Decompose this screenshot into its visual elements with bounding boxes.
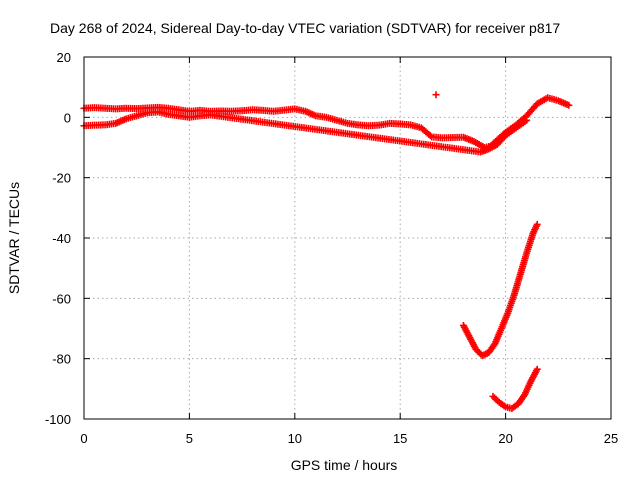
data-point-outlier [432, 91, 440, 99]
data-point-arc-2 [533, 365, 541, 373]
x-tick-label: 15 [393, 431, 407, 446]
data-point-lower-track [523, 116, 531, 124]
y-tick-label: 0 [64, 110, 71, 125]
chart-title: Day 268 of 2024, Sidereal Day-to-day VTE… [50, 20, 560, 36]
y-axis-ticks: -100 -80 -60 -40 -20 0 20 [45, 50, 611, 427]
y-tick-label: -100 [45, 412, 71, 427]
x-tick-label: 5 [186, 431, 193, 446]
data-marks [80, 91, 573, 412]
data-point-upper-track [426, 132, 434, 140]
y-tick-label: -80 [52, 352, 71, 367]
x-tick-label: 20 [498, 431, 512, 446]
x-tick-label: 10 [288, 431, 302, 446]
x-axis-ticks: 0 5 10 15 20 25 [80, 57, 618, 446]
data-point-upper-track [565, 101, 573, 109]
x-tick-label: 25 [604, 431, 618, 446]
x-axis-label: GPS time / hours [291, 457, 398, 473]
y-tick-label: -20 [52, 171, 71, 186]
x-tick-label: 0 [80, 431, 87, 446]
y-axis-label: SDTVAR / TECUs [6, 182, 22, 294]
y-tick-label: -40 [52, 231, 71, 246]
y-tick-label: -60 [52, 291, 71, 306]
y-tick-label: 20 [57, 50, 71, 65]
data-point-arc-1 [533, 220, 541, 228]
grid-lines [84, 57, 611, 419]
